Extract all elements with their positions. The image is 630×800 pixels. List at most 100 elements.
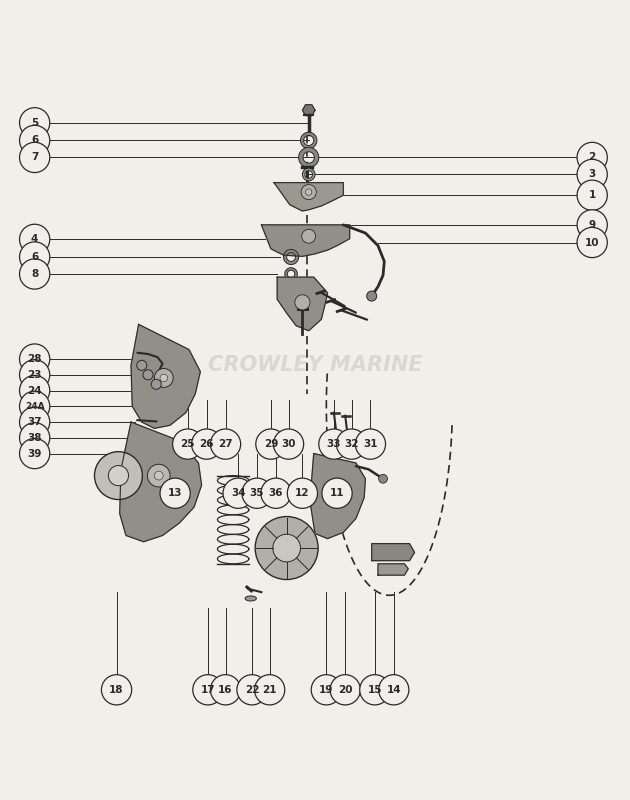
Polygon shape [277, 277, 328, 330]
Circle shape [210, 429, 241, 459]
Polygon shape [302, 110, 309, 116]
Polygon shape [120, 422, 202, 542]
Text: 10: 10 [585, 238, 600, 247]
Circle shape [577, 142, 607, 173]
Polygon shape [306, 105, 312, 110]
Text: 30: 30 [281, 439, 296, 449]
Text: CROWLEY MARINE: CROWLEY MARINE [208, 355, 422, 375]
Circle shape [193, 674, 223, 705]
Circle shape [147, 464, 170, 487]
Circle shape [94, 452, 142, 499]
Circle shape [355, 429, 386, 459]
Text: 2: 2 [588, 153, 596, 162]
Circle shape [301, 185, 316, 200]
Circle shape [210, 674, 241, 705]
Polygon shape [309, 110, 315, 116]
Circle shape [273, 429, 304, 459]
Circle shape [20, 438, 50, 469]
Circle shape [154, 471, 163, 480]
Text: 23: 23 [27, 370, 42, 380]
Text: 24A: 24A [25, 402, 45, 411]
Circle shape [160, 478, 190, 508]
Circle shape [577, 227, 607, 258]
Text: 25: 25 [180, 439, 195, 449]
Text: 21: 21 [262, 685, 277, 694]
Circle shape [360, 674, 390, 705]
Text: 27: 27 [218, 439, 233, 449]
Text: 20: 20 [338, 685, 353, 694]
Circle shape [367, 291, 377, 301]
Text: 18: 18 [109, 685, 124, 694]
Text: 14: 14 [386, 685, 401, 694]
Circle shape [192, 429, 222, 459]
Text: 35: 35 [249, 488, 265, 498]
Text: 29: 29 [264, 439, 278, 449]
Circle shape [242, 478, 272, 508]
Circle shape [295, 294, 310, 310]
Circle shape [108, 466, 129, 486]
Circle shape [287, 478, 318, 508]
Circle shape [20, 224, 50, 254]
Circle shape [20, 242, 50, 272]
Circle shape [255, 674, 285, 705]
Circle shape [577, 180, 607, 210]
Circle shape [336, 429, 367, 459]
Text: 5: 5 [31, 118, 38, 128]
Circle shape [379, 474, 387, 483]
Text: 36: 36 [268, 488, 284, 498]
Circle shape [20, 407, 50, 437]
Circle shape [137, 360, 147, 370]
Circle shape [306, 189, 312, 195]
Circle shape [143, 370, 153, 380]
Polygon shape [274, 182, 343, 211]
Circle shape [160, 374, 168, 382]
Text: 34: 34 [231, 488, 246, 498]
Text: 24: 24 [27, 386, 42, 395]
Text: 4: 4 [31, 234, 38, 244]
Text: 26: 26 [199, 439, 214, 449]
Circle shape [20, 126, 50, 155]
Text: 13: 13 [168, 488, 183, 498]
Text: 8: 8 [31, 269, 38, 279]
Circle shape [20, 360, 50, 390]
Circle shape [256, 429, 286, 459]
Circle shape [319, 429, 349, 459]
Text: 19: 19 [319, 685, 333, 694]
Circle shape [20, 344, 50, 374]
Circle shape [20, 375, 50, 406]
Circle shape [151, 379, 161, 390]
Circle shape [330, 674, 360, 705]
Text: 39: 39 [28, 449, 42, 458]
Circle shape [237, 674, 267, 705]
Text: 33: 33 [326, 439, 341, 449]
Text: 17: 17 [200, 685, 215, 694]
Circle shape [20, 391, 50, 422]
Circle shape [302, 230, 316, 243]
Circle shape [173, 429, 203, 459]
Text: 37: 37 [27, 417, 42, 427]
Polygon shape [310, 454, 365, 538]
Text: 38: 38 [27, 433, 42, 443]
Polygon shape [378, 564, 408, 575]
Polygon shape [309, 105, 315, 110]
Text: 12: 12 [295, 488, 310, 498]
Circle shape [577, 159, 607, 190]
Circle shape [154, 369, 173, 387]
Circle shape [261, 478, 291, 508]
Circle shape [379, 674, 409, 705]
Circle shape [311, 674, 341, 705]
Text: 32: 32 [344, 439, 359, 449]
Text: 28: 28 [27, 354, 42, 364]
Text: 31: 31 [363, 439, 378, 449]
Ellipse shape [245, 596, 256, 601]
Circle shape [223, 478, 253, 508]
Circle shape [331, 482, 350, 501]
Polygon shape [372, 544, 415, 561]
Circle shape [101, 674, 132, 705]
Text: 16: 16 [218, 685, 233, 694]
Text: 6: 6 [31, 135, 38, 146]
Text: 3: 3 [588, 170, 596, 179]
Polygon shape [306, 110, 312, 116]
Circle shape [20, 259, 50, 289]
Circle shape [20, 422, 50, 453]
